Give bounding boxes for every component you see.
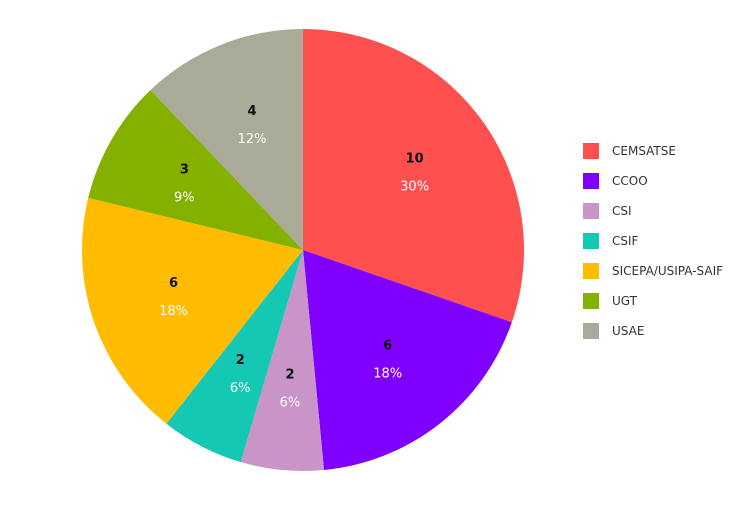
slice-percent-label: 12% bbox=[238, 132, 267, 147]
pie-slice-cemsatse[interactable] bbox=[303, 29, 524, 323]
legend-label: CSIF bbox=[612, 234, 639, 248]
legend-label: SICEPA/USIPA-SAIF bbox=[612, 264, 724, 278]
slice-value-label: 6 bbox=[383, 339, 392, 354]
pie-slice-csif[interactable] bbox=[166, 250, 303, 463]
slice-percent-label: 30% bbox=[400, 180, 429, 195]
legend-label: CEMSATSE bbox=[612, 144, 676, 158]
legend-item-ccoo[interactable]: CCOO bbox=[583, 166, 723, 196]
legend-label: USAE bbox=[612, 324, 645, 338]
legend-item-csif[interactable]: CSIF bbox=[583, 226, 723, 256]
legend-label: CSI bbox=[612, 204, 632, 218]
slice-percent-label: 6% bbox=[280, 395, 301, 410]
legend-item-cemsatse[interactable]: CEMSATSE bbox=[583, 136, 723, 166]
slice-percent-label: 9% bbox=[174, 190, 195, 205]
slice-value-label: 2 bbox=[285, 367, 294, 382]
pie-slice-ccoo[interactable] bbox=[303, 250, 512, 470]
legend-label: CCOO bbox=[612, 174, 648, 188]
legend-swatch bbox=[583, 173, 599, 189]
pie-slice-usae[interactable] bbox=[150, 28, 303, 250]
legend-label: UGT bbox=[612, 294, 637, 308]
pie-slice-csi[interactable] bbox=[240, 250, 325, 471]
slice-value-label: 4 bbox=[248, 104, 257, 119]
legend: CEMSATSE CCOO CSI CSIF SICEPA/USIPA-SAIF… bbox=[583, 136, 723, 346]
legend-swatch bbox=[583, 203, 599, 219]
legend-item-ugt[interactable]: UGT bbox=[583, 286, 723, 316]
legend-swatch bbox=[583, 323, 599, 339]
pie-slice-ugt[interactable] bbox=[88, 90, 303, 250]
legend-swatch bbox=[583, 263, 599, 279]
slice-percent-label: 18% bbox=[159, 304, 188, 319]
slice-value-label: 3 bbox=[180, 162, 189, 177]
slice-percent-label: 18% bbox=[373, 367, 402, 382]
slice-value-label: 6 bbox=[169, 276, 178, 291]
legend-item-sicepa[interactable]: SICEPA/USIPA-SAIF bbox=[583, 256, 723, 286]
legend-item-usae[interactable]: USAE bbox=[583, 316, 723, 346]
slice-percent-label: 6% bbox=[230, 381, 251, 396]
slice-value-label: 2 bbox=[236, 353, 245, 368]
pie-slice-sicepa-usipa-saif[interactable] bbox=[82, 197, 303, 424]
legend-swatch bbox=[583, 293, 599, 309]
legend-swatch bbox=[583, 233, 599, 249]
slice-value-label: 10 bbox=[406, 152, 424, 167]
legend-swatch bbox=[583, 143, 599, 159]
legend-item-csi[interactable]: CSI bbox=[583, 196, 723, 226]
